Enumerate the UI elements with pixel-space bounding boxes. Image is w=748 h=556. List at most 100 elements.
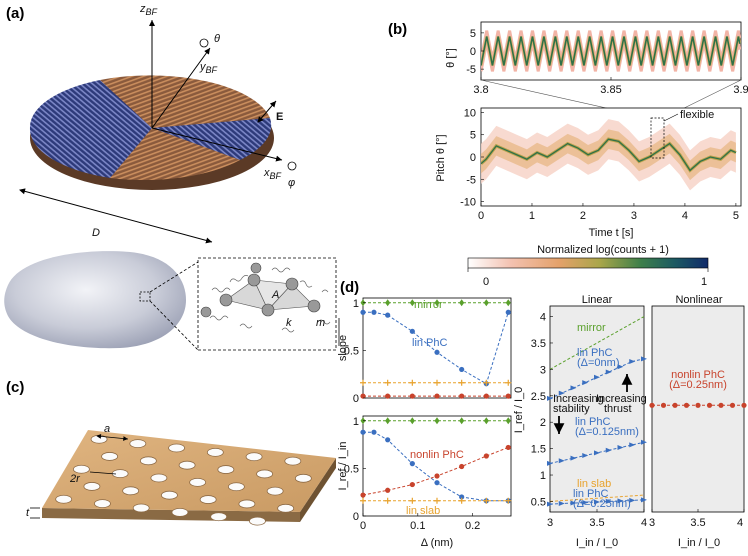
zoom-window [650, 117, 665, 159]
data-point [409, 497, 416, 504]
data-point [570, 385, 577, 391]
ytick-label: 0 [353, 511, 359, 523]
hole [284, 456, 302, 466]
colorbar [467, 257, 709, 269]
data-point [558, 390, 565, 396]
radius-label: 2r [69, 473, 81, 485]
hole [150, 473, 168, 483]
theta-line [481, 36, 741, 66]
hole [178, 460, 196, 470]
ytick-label: 3.5 [531, 338, 546, 350]
mass-label: m [316, 317, 325, 329]
stability-label-1: Increasing [553, 393, 604, 405]
theta-zoom-xticks: 3.8 3.85 3.9 [473, 77, 748, 96]
y-axis [151, 47, 211, 129]
theta-label: θ [214, 33, 220, 45]
nonlinear-xticks: 3 3.5 4 [649, 509, 745, 529]
plate-side-edge [300, 458, 336, 522]
xtick-label: 0.1 [410, 520, 425, 532]
diameter-label: D [92, 227, 100, 239]
lin-phc25-delta: (Δ=0.25nm) [573, 498, 631, 510]
series-line [549, 441, 645, 464]
hole [245, 452, 263, 462]
data-point [459, 299, 465, 307]
ytick-label: -5 [466, 64, 476, 76]
hole [294, 473, 312, 483]
data-point [570, 455, 577, 461]
ytick-label: 0 [353, 393, 359, 405]
data-point [483, 497, 490, 504]
lin-phc125-delta: (Δ=0.125nm) [575, 426, 639, 438]
xtick-label: 3 [631, 210, 637, 222]
linear-title: Linear [582, 294, 613, 306]
slope-linphc-label: lin PhC [412, 337, 448, 349]
xtick-label: 0 [360, 520, 366, 532]
xtick-label: 4 [682, 210, 688, 222]
pitch-xlabel: Time t [s] [589, 227, 634, 239]
data-point [594, 374, 600, 380]
lattice-label: a [104, 423, 110, 435]
data-point [360, 379, 366, 386]
ytick-label: -10 [460, 197, 476, 209]
data-point [594, 450, 600, 456]
radius-line [89, 471, 117, 475]
data-point [384, 497, 391, 504]
data-point [409, 461, 415, 467]
xtick-label: 3 [649, 517, 655, 529]
data-point [582, 499, 589, 505]
data-point [459, 417, 465, 425]
refl-nonlin-label: nonlin PhC [410, 449, 464, 461]
data-point [695, 402, 701, 408]
membrane-surface [4, 251, 187, 349]
nonlin-phc-label: nonlin PhC [671, 369, 725, 381]
data-point [617, 364, 624, 370]
theta-zoom-plot [481, 30, 741, 72]
reflectance-plot [360, 417, 512, 504]
y-axis-label: yBF [199, 61, 218, 75]
lattice-arrow [96, 433, 129, 441]
ytick-label: 3 [540, 364, 546, 376]
data-point [434, 417, 440, 425]
data-point [483, 379, 490, 386]
ytick-label: 1 [353, 298, 359, 310]
ytick-label: 0.5 [344, 463, 359, 475]
x-axis [151, 127, 283, 162]
lin-phc25-label: lin PhC [573, 488, 609, 500]
thrust-label-2: thrust [604, 403, 632, 415]
pitch-yticks: 10 5 0 -5 -10 [460, 107, 484, 209]
hole [217, 465, 235, 474]
hole-array [55, 434, 312, 526]
xtick-label: 4 [641, 517, 647, 529]
linear-xticks: 3 3.5 4 [547, 509, 647, 529]
hole [266, 486, 284, 496]
data-point [660, 402, 667, 408]
xtick-label: 5 [733, 210, 739, 222]
linear-yticks: 4 3.5 3 2.5 2 1.5 1 0.5 [531, 312, 553, 508]
data-point [582, 452, 589, 458]
hole [139, 456, 157, 466]
data-point [547, 395, 553, 401]
data-point [605, 498, 612, 504]
data-point [629, 497, 636, 503]
nonlin-phc-delta: (Δ=0.25nm) [669, 379, 727, 391]
data-point [385, 312, 391, 318]
hole [55, 494, 73, 504]
slope-yticks: 10.50 [344, 298, 366, 405]
e-field-arrow [257, 100, 277, 123]
panel-b: (b) θ [°] 5 0 -5 3.8 3.85 3.9 flexible Pitch… [388, 21, 748, 288]
data-point [641, 439, 647, 445]
data-point [649, 402, 655, 408]
panel-d-label: (d) [340, 279, 359, 296]
hole [227, 482, 245, 492]
data-point [434, 379, 440, 386]
data-point [505, 444, 511, 451]
ytick-label: 0 [470, 152, 476, 164]
xtick-label: 3.85 [600, 84, 621, 96]
hole [83, 482, 101, 491]
xtick-label: 3 [547, 517, 553, 529]
data-point [371, 429, 377, 435]
ytick-label: 10 [464, 107, 476, 119]
data-point [385, 417, 391, 425]
pitch-line [481, 138, 737, 172]
mass-spring-inset: A m k [197, 257, 337, 351]
